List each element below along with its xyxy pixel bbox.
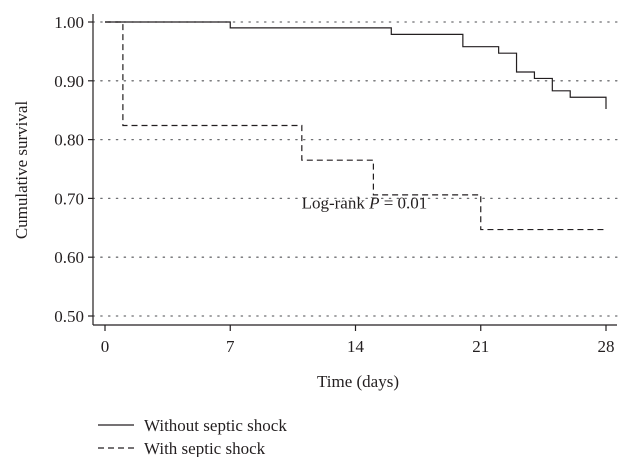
series-lines [105, 21, 607, 231]
legend-item-1: With septic shock [98, 439, 266, 457]
y-tick-label: 0.60 [54, 248, 84, 267]
annotation-prefix: Log-rank [302, 193, 370, 212]
x-axis-title: Time (days) [317, 372, 399, 391]
annotation-p-symbol: P [368, 193, 379, 212]
y-tick-label: 0.70 [54, 189, 84, 208]
annotation-suffix: = 0.01 [379, 193, 427, 212]
y-axis-title: Cumulative survival [12, 101, 31, 240]
legend-item-0: Without septic shock [98, 416, 287, 435]
x-tick-label: 7 [226, 337, 235, 356]
x-axis-ticks: 0 7 14 21 28 [101, 325, 615, 356]
x-tick-label: 14 [347, 337, 365, 356]
legend: Without septic shock With septic shock [98, 416, 287, 457]
legend-label-1: With septic shock [144, 439, 266, 457]
log-rank-annotation: Log-rank P = 0.01 [302, 193, 428, 212]
series-line-0 [105, 21, 607, 110]
y-axis-ticks: 0.50 0.60 0.70 0.80 0.90 1.00 [54, 13, 93, 326]
x-tick-label: 0 [101, 337, 110, 356]
x-tick-label: 28 [598, 337, 615, 356]
series-line-1 [105, 21, 606, 231]
gridlines [92, 21, 618, 317]
y-tick-label: 1.00 [54, 13, 84, 32]
legend-label-0: Without septic shock [144, 416, 287, 435]
x-tick-label: 21 [472, 337, 489, 356]
y-tick-label: 0.90 [54, 72, 84, 91]
y-tick-label: 0.50 [54, 307, 84, 326]
y-tick-label: 0.80 [54, 131, 84, 150]
